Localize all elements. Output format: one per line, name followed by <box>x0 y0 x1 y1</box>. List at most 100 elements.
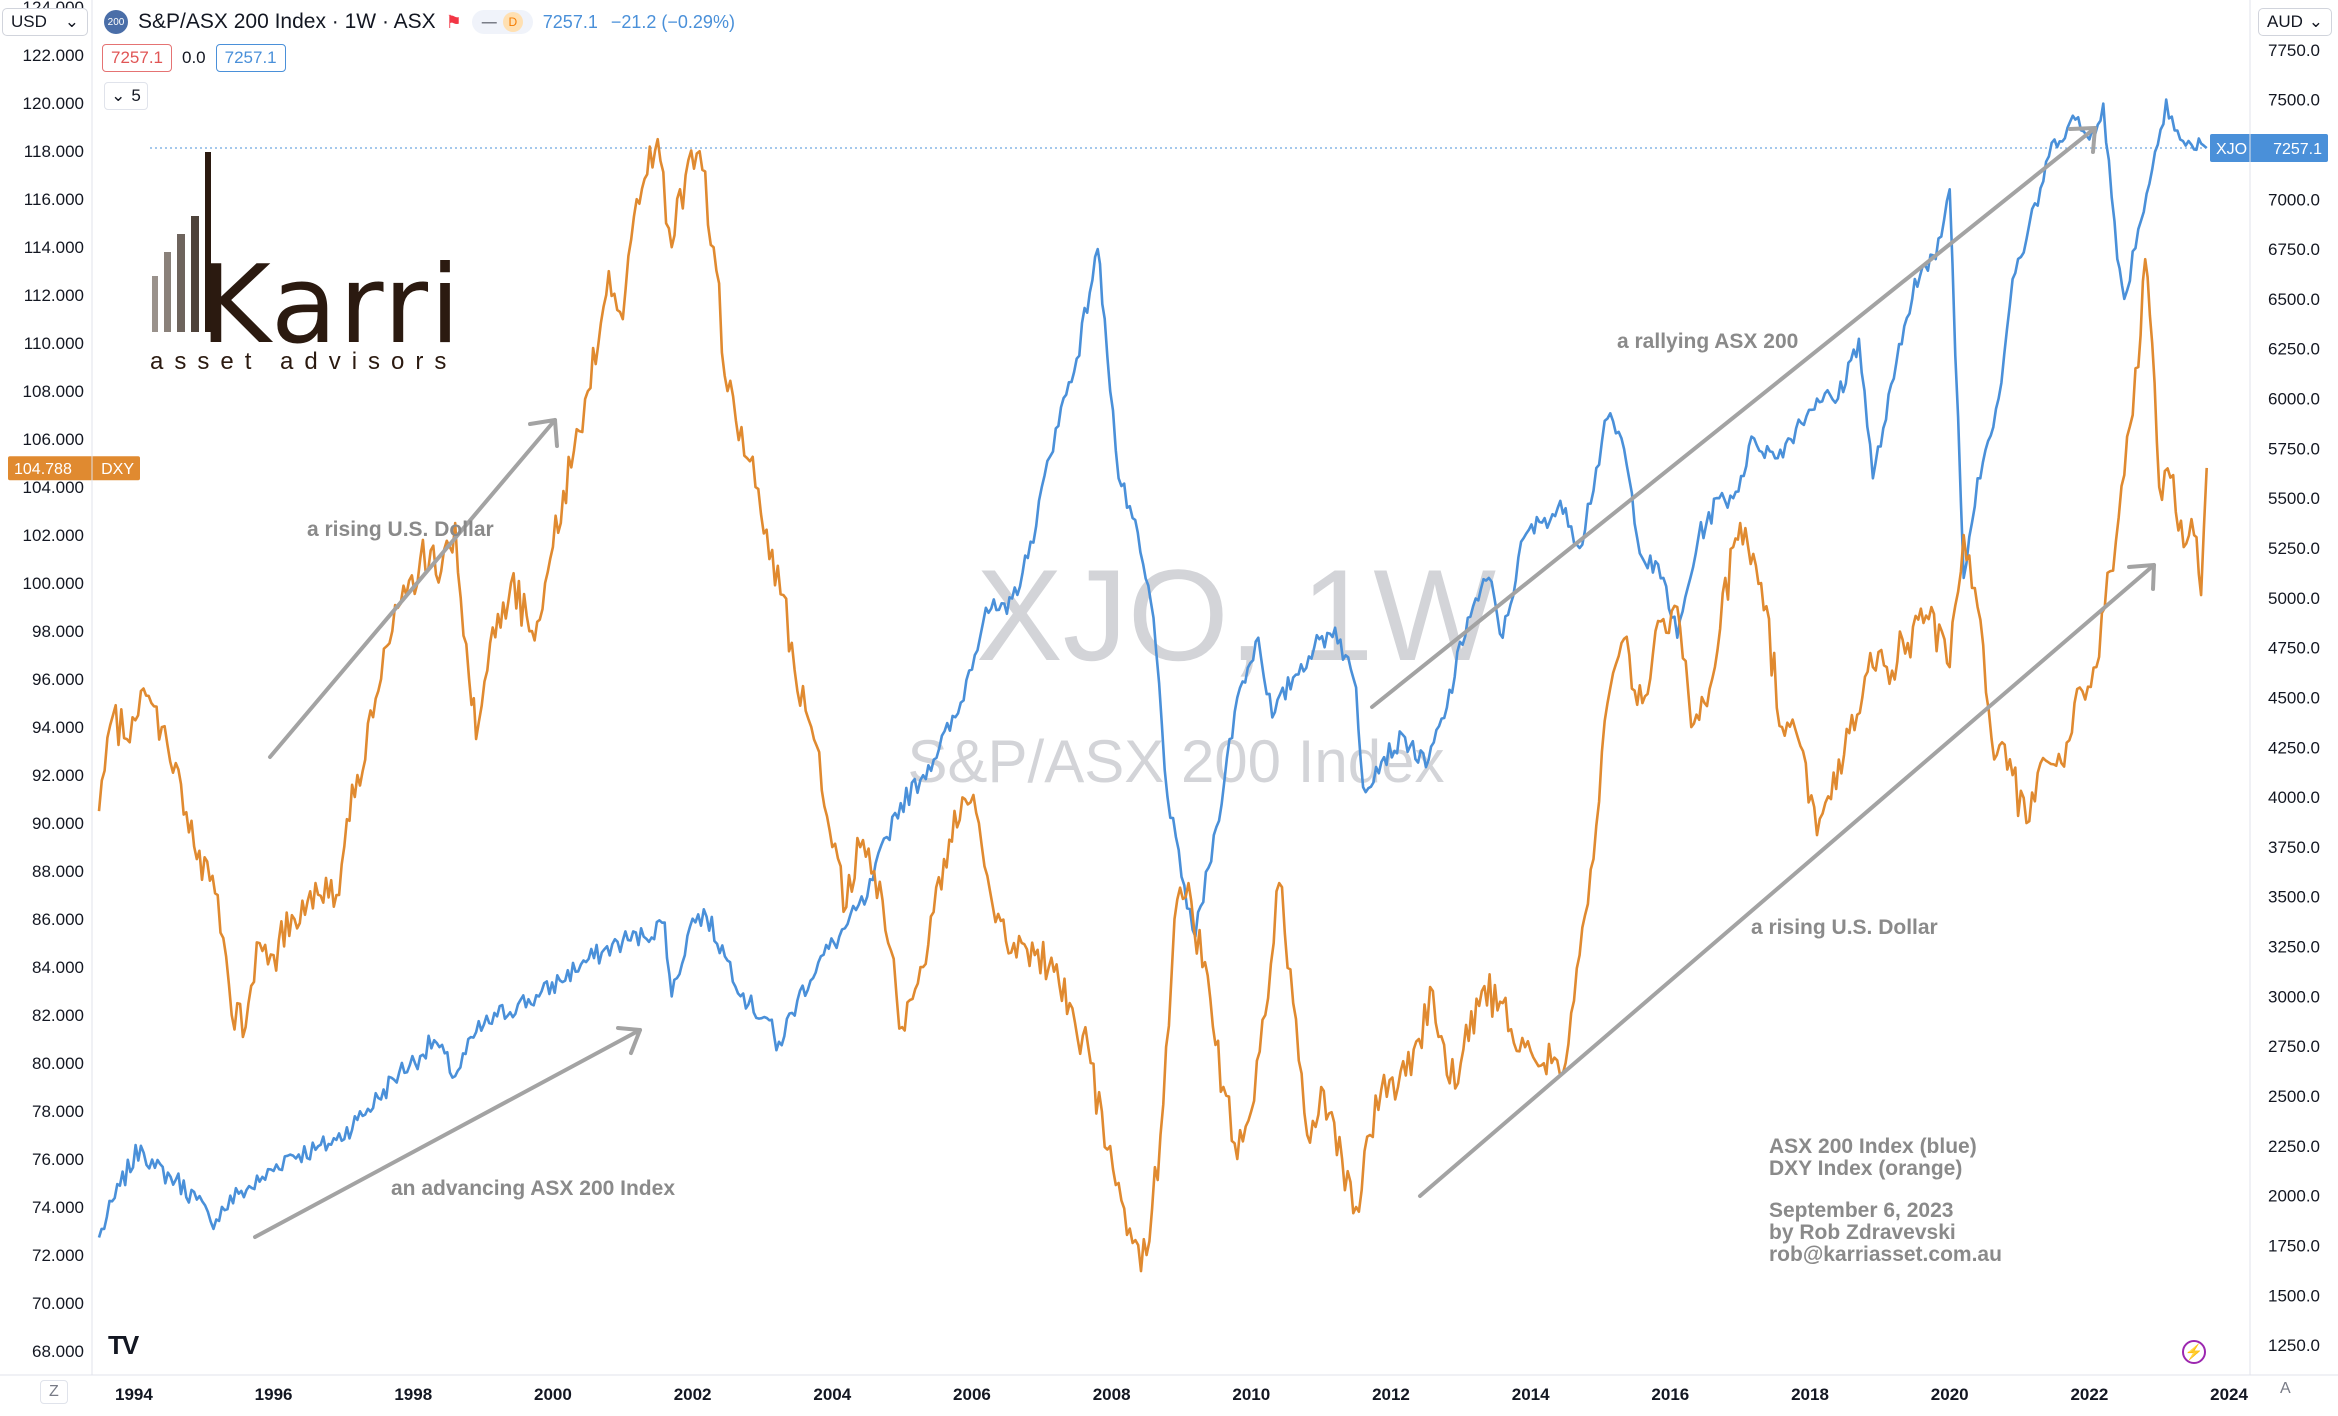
time-tick-label: 2022 <box>2070 1385 2108 1404</box>
flag-icon[interactable]: ⚑ <box>445 11 462 32</box>
left-tick-label: 94.000 <box>32 718 84 737</box>
currency-left-label: USD <box>11 12 47 31</box>
time-tick-label: 2012 <box>1372 1385 1410 1404</box>
left-tick-label: 78.000 <box>32 1102 84 1121</box>
arrowhead-rallying-asx <box>2068 126 2097 154</box>
time-tick-label: 2024 <box>2210 1385 2248 1404</box>
arrowhead-rising-dollar-1 <box>528 418 559 448</box>
last-value-dxy: 104.788 <box>14 461 72 478</box>
left-tick-label: 100.000 <box>23 574 84 593</box>
right-tick-label: 4750.0 <box>2268 639 2320 658</box>
time-tick-label: 2004 <box>813 1385 851 1404</box>
left-tick-label: 110.000 <box>24 334 84 353</box>
series-name-xjo: XJO <box>2216 141 2247 158</box>
chevron-down-icon: ⌄ <box>111 86 126 105</box>
currency-select-left[interactable]: USD ⌄ <box>2 8 88 36</box>
series-line-xjo[interactable] <box>97 98 2208 1238</box>
symbol-header[interactable]: 200 S&P/ASX 200 Index · 1W · ASX ⚑ — D 7… <box>104 8 743 36</box>
legend-dxy: DXY Index (orange) <box>1769 1157 1962 1180</box>
indicators-toggle[interactable]: ⌄ 5 <box>104 82 148 110</box>
right-tick-label: 7750.0 <box>2268 41 2320 60</box>
tradingview-logo[interactable]: TV <box>108 1330 139 1360</box>
series-name-dxy: DXY <box>101 461 134 478</box>
symbol-title[interactable]: S&P/ASX 200 Index · 1W · ASX <box>138 10 436 33</box>
right-tick-label: 6750.0 <box>2268 240 2320 259</box>
time-tick-label: 2014 <box>1512 1385 1550 1404</box>
quote-change: −21.2 (−0.29%) <box>610 11 735 32</box>
annotation-advancing-asx: an advancing ASX 200 Index <box>391 1177 675 1200</box>
right-tick-label: 1750.0 <box>2268 1236 2320 1255</box>
left-tick-label: 80.000 <box>32 1054 84 1073</box>
right-tick-label: 2750.0 <box>2268 1037 2320 1056</box>
time-tick-label: 2000 <box>534 1385 572 1404</box>
left-tick-label: 92.000 <box>32 766 84 785</box>
timezone-button[interactable]: Z <box>40 1380 68 1404</box>
right-tick-label: 1250.0 <box>2268 1336 2320 1355</box>
right-tick-label: 3000.0 <box>2268 987 2320 1006</box>
left-tick-label: 82.000 <box>32 1006 84 1025</box>
time-tick-label: 2002 <box>674 1385 712 1404</box>
annotation-rising-dollar-2: a rising U.S. Dollar <box>1751 916 1938 939</box>
right-tick-label: 2500.0 <box>2268 1087 2320 1106</box>
last-value-badge-xjo <box>2210 134 2328 163</box>
left-tick-label: 74.000 <box>32 1198 84 1217</box>
left-tick-label: 70.000 <box>32 1294 84 1313</box>
quote-summary: 7257.1 −21.2 (−0.29%) <box>543 12 743 33</box>
legend-asx: ASX 200 Index (blue) <box>1769 1135 1977 1158</box>
annotation-rallying-asx: a rallying ASX 200 <box>1617 330 1798 353</box>
time-tick-label: 2020 <box>1931 1385 1969 1404</box>
logo-bar <box>152 276 158 332</box>
watermark-name: S&P/ASX 200 Index <box>907 728 1444 795</box>
time-tick-label: 2016 <box>1651 1385 1689 1404</box>
credit-date: September 6, 2023 <box>1769 1199 1953 1222</box>
right-tick-label: 4500.0 <box>2268 688 2320 707</box>
time-tick-label: 1998 <box>394 1385 432 1404</box>
right-tick-label: 5500.0 <box>2268 489 2320 508</box>
lightning-icon[interactable]: ⚡ <box>2182 1340 2206 1364</box>
left-tick-label: 96.000 <box>32 670 84 689</box>
left-tick-label: 112.000 <box>24 286 84 305</box>
right-tick-label: 2000.0 <box>2268 1187 2320 1206</box>
time-tick-label: 2010 <box>1232 1385 1270 1404</box>
arrow-rising-dollar-2 <box>1418 563 2156 1198</box>
symbol-logo-icon: 200 <box>104 10 128 34</box>
right-tick-label: 4250.0 <box>2268 738 2320 757</box>
left-tick-label: 120.000 <box>23 94 84 113</box>
right-tick-label: 4000.0 <box>2268 788 2320 807</box>
right-tick-label: 6000.0 <box>2268 390 2320 409</box>
logo-bar <box>177 234 185 332</box>
left-tick-label: 106.000 <box>23 430 84 449</box>
left-price-axis[interactable]: 68.000 70.000 72.000 74.000 76.000 78.000 80.0… <box>23 0 84 1361</box>
left-tick-label: 76.000 <box>32 1150 84 1169</box>
arrowhead-rising-dollar-2 <box>2127 563 2156 591</box>
right-tick-label: 3250.0 <box>2268 938 2320 957</box>
credit-email: rob@karriasset.com.au <box>1769 1243 2002 1266</box>
auto-scale-button[interactable]: A <box>2280 1380 2291 1397</box>
visibility-pill[interactable]: — D <box>471 10 533 34</box>
time-axis[interactable]: 1994 1996 1998 2000 2002 2004 2006 2008 2010 2012… <box>115 1385 2249 1404</box>
right-tick-label: 5250.0 <box>2268 539 2320 558</box>
right-tick-label: 6500.0 <box>2268 290 2320 309</box>
left-tick-label: 88.000 <box>32 862 84 881</box>
time-tick-label: 1996 <box>255 1385 293 1404</box>
right-tick-label: 6250.0 <box>2268 340 2320 359</box>
logo-bar <box>164 252 171 332</box>
currency-select-right[interactable]: AUD ⌄ <box>2258 8 2332 36</box>
last-value-badge-dxy <box>8 456 140 481</box>
right-price-axis[interactable]: 1250.0 1500.0 1750.0 2000.0 2250.0 2500.0 2750… <box>2268 41 2320 1355</box>
right-tick-label: 2250.0 <box>2268 1137 2320 1156</box>
currency-right-label: AUD <box>2267 12 2303 31</box>
watermark-symbol: XJO, 1W <box>976 542 1496 688</box>
chevron-down-icon: ⌄ <box>2308 12 2323 31</box>
sell-button[interactable]: 7257.1 <box>102 44 172 72</box>
time-tick-label: 1994 <box>115 1385 153 1404</box>
right-tick-label: 7500.0 <box>2268 91 2320 110</box>
left-tick-label: 84.000 <box>32 958 84 977</box>
buy-button[interactable]: 7257.1 <box>215 44 286 72</box>
logo-tagline: asset advisors <box>150 348 458 375</box>
indicator-count: 5 <box>131 86 141 105</box>
right-tick-label: 3750.0 <box>2268 838 2320 857</box>
time-tick-label: 2008 <box>1093 1385 1131 1404</box>
right-tick-label: 1500.0 <box>2268 1286 2320 1305</box>
